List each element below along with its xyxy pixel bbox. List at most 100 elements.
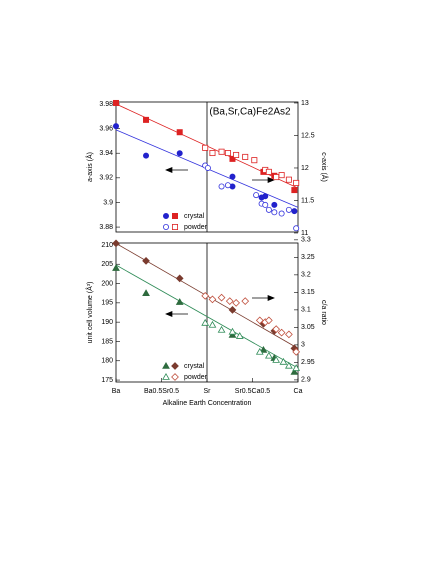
y2-tick-label: 3.25 xyxy=(301,254,315,261)
point xyxy=(292,364,301,371)
legend-label: crystal xyxy=(184,363,205,370)
point xyxy=(201,292,210,300)
point xyxy=(208,295,217,304)
point xyxy=(265,316,273,325)
point xyxy=(218,148,225,155)
point xyxy=(279,357,288,365)
legend-marker xyxy=(162,212,169,219)
legend-label: powder xyxy=(184,374,208,381)
y-tick-label: 200 xyxy=(101,280,113,287)
y-axis-label: unit cell volume (Å³) xyxy=(85,282,94,344)
y-tick-label: 3.98 xyxy=(99,101,113,108)
y2-axis-label: c/a ratio xyxy=(320,300,327,325)
y-tick-label: 3.88 xyxy=(99,224,113,231)
y-tick-label: 3.96 xyxy=(99,125,113,132)
y2-tick-label: 12 xyxy=(301,165,309,172)
y-tick-label: 3.9 xyxy=(103,199,113,206)
point xyxy=(202,144,209,151)
y-tick-label: 205 xyxy=(101,261,113,268)
point xyxy=(112,264,120,271)
point xyxy=(233,151,240,158)
point xyxy=(271,209,278,216)
x-axis-label: Alkaline Earth Concentration xyxy=(163,400,252,407)
point xyxy=(265,206,272,213)
y2-tick-label: 12.5 xyxy=(301,132,315,139)
point xyxy=(262,201,269,208)
y2-tick-label: 11 xyxy=(301,230,308,237)
point xyxy=(285,176,292,183)
point xyxy=(143,116,150,123)
point xyxy=(291,187,298,194)
point xyxy=(235,332,244,339)
y-tick-label: 3.92 xyxy=(99,175,113,182)
point xyxy=(285,330,293,339)
point xyxy=(225,297,234,305)
x-tick-label: Ba0.5Sr0.5 xyxy=(144,388,179,395)
point xyxy=(175,274,184,283)
point xyxy=(113,99,120,106)
y-tick-label: 175 xyxy=(101,377,113,384)
y-tick-label: 180 xyxy=(101,358,113,365)
y-tick-label: 195 xyxy=(101,300,113,307)
point xyxy=(291,208,298,215)
point xyxy=(251,157,258,164)
point xyxy=(217,325,226,333)
arrows xyxy=(165,166,275,318)
point xyxy=(241,297,250,305)
point xyxy=(217,293,226,302)
y2-tick-label: 3 xyxy=(301,342,305,349)
point xyxy=(264,351,273,359)
y2-tick-label: 3.15 xyxy=(301,289,315,296)
y-tick-label: 3.94 xyxy=(99,150,113,157)
point xyxy=(143,152,150,159)
point xyxy=(255,316,264,325)
point xyxy=(175,298,184,305)
point xyxy=(201,318,210,326)
point xyxy=(229,173,236,180)
legend-label: powder xyxy=(184,224,208,231)
point xyxy=(271,201,278,208)
point xyxy=(277,328,286,337)
point xyxy=(229,155,236,162)
x-tick-label: Sr xyxy=(204,388,212,395)
legend-marker xyxy=(171,212,178,219)
point xyxy=(142,256,150,265)
y2-tick-label: 13 xyxy=(301,100,309,107)
y2-tick-label: 2.9 xyxy=(301,377,311,384)
point xyxy=(278,172,285,179)
point xyxy=(204,164,211,171)
x-tick-label: Ba xyxy=(112,388,121,395)
legend-marker xyxy=(171,373,179,381)
point xyxy=(208,320,217,328)
point xyxy=(293,179,300,186)
point xyxy=(272,355,281,363)
point xyxy=(228,327,237,335)
legend-label: crystal xyxy=(184,213,205,220)
point xyxy=(255,347,264,355)
point xyxy=(272,325,281,333)
y2-tick-label: 3.05 xyxy=(301,324,315,331)
legend-marker xyxy=(162,361,170,369)
point xyxy=(224,150,231,157)
point xyxy=(242,153,249,160)
legend-marker xyxy=(171,223,178,230)
point xyxy=(273,174,280,181)
legend-marker xyxy=(171,362,179,370)
point xyxy=(285,206,292,213)
y-tick-label: 185 xyxy=(101,338,113,345)
y-axis-label: a-axis (Å) xyxy=(85,152,94,182)
fit-line xyxy=(115,264,299,369)
y2-tick-label: 3.1 xyxy=(301,307,311,314)
point xyxy=(113,123,120,130)
point xyxy=(290,367,299,375)
point xyxy=(293,225,300,232)
point xyxy=(228,306,237,314)
point xyxy=(259,345,268,353)
legend-marker xyxy=(162,223,169,230)
point xyxy=(232,299,240,307)
x-tick-label: Ca xyxy=(294,388,303,395)
point xyxy=(285,361,293,369)
y2-tick-label: 2.95 xyxy=(301,359,315,366)
legend-marker xyxy=(162,372,170,380)
